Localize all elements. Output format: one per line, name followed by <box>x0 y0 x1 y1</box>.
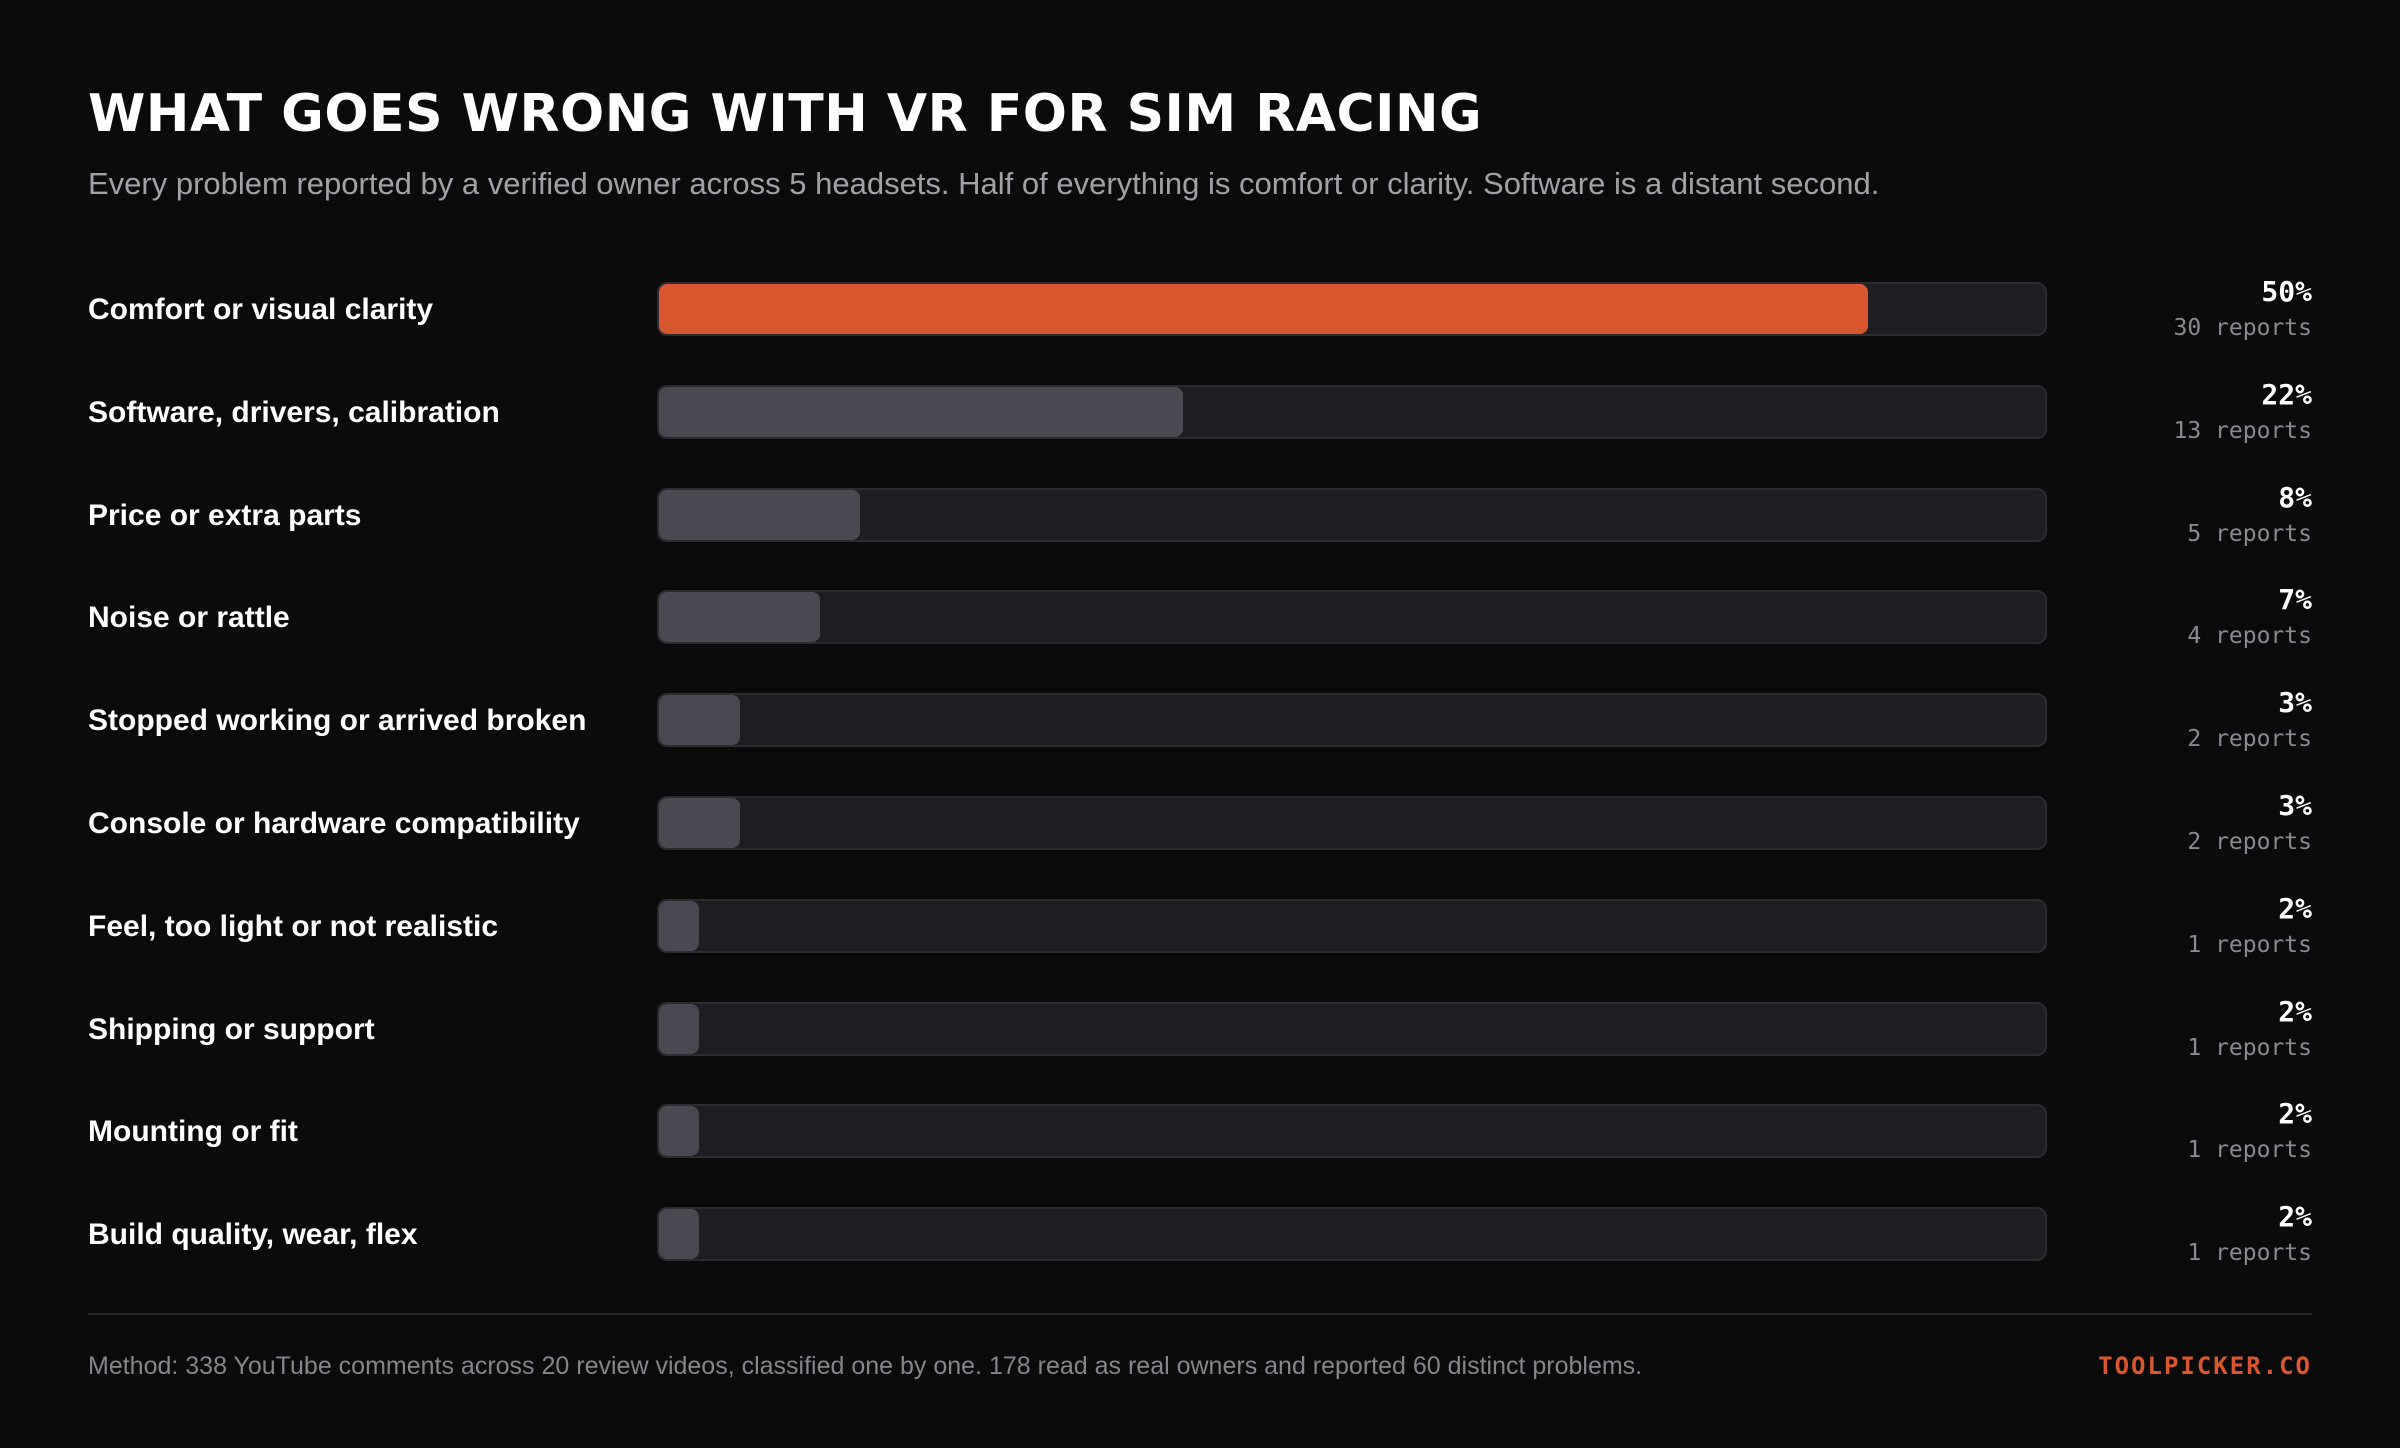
count-label: 2 reports <box>2187 829 2312 855</box>
chart-row: Price or extra parts 8% 5 reports <box>0 479 2400 581</box>
percent-label: 8% <box>2278 480 2312 514</box>
chart-row: Shipping or support 2% 1 reports <box>0 993 2400 1095</box>
chart-row: Build quality, wear, flex 2% 1 reports <box>0 1198 2400 1300</box>
method-note: Method: 338 YouTube comments across 20 r… <box>88 1352 1643 1380</box>
bar-track <box>657 487 2047 542</box>
bar <box>659 489 861 540</box>
percent-label: 22% <box>2261 377 2312 411</box>
count-label: 5 reports <box>2187 520 2312 547</box>
bar-track <box>657 282 2047 336</box>
bar-track <box>657 898 2047 953</box>
count-label: 4 reports <box>2187 623 2312 650</box>
bar-track <box>657 590 2047 645</box>
bar <box>659 1003 700 1054</box>
category-label: Feel, too light or not realistic <box>88 909 499 943</box>
percent-label: 2% <box>2278 1097 2312 1131</box>
percent-label: 2% <box>2278 1200 2312 1234</box>
chart-row: Noise or rattle 7% 4 reports <box>0 581 2400 683</box>
bar-track <box>657 1001 2047 1056</box>
percent-label: 2% <box>2278 891 2312 925</box>
bar <box>659 900 700 951</box>
count-label: 1 reports <box>2187 1137 2312 1164</box>
bar <box>659 695 740 746</box>
page-subtitle: Every problem reported by a verified own… <box>88 166 1880 201</box>
chart-row: Software, drivers, calibration 22% 13 repo… <box>0 376 2400 478</box>
category-label: Shipping or support <box>88 1012 375 1046</box>
category-label: Noise or rattle <box>88 601 290 635</box>
chart-row: Feel, too light or not realistic 2% 1 repo… <box>0 890 2400 992</box>
count-label: 13 reports <box>2173 417 2312 444</box>
count-label: 30 reports <box>2173 315 2312 341</box>
percent-label: 50% <box>2261 275 2312 308</box>
footer-divider <box>88 1313 2312 1315</box>
category-label: Console or hardware compatibility <box>88 807 580 840</box>
category-label: Price or extra parts <box>88 498 362 532</box>
category-label: Stopped working or arrived broken <box>88 704 587 738</box>
bar-track <box>657 1207 2047 1262</box>
chart-row: Stopped working or arrived broken 3% 2 rep… <box>0 684 2400 786</box>
page-title: WHAT GOES WRONG WITH VR FOR SIM RACING <box>88 84 1483 144</box>
chart-row: Comfort or visual clarity 50% 30 reports <box>0 273 2400 375</box>
count-label: 1 reports <box>2187 1240 2312 1267</box>
bar <box>659 798 740 848</box>
category-label: Comfort or visual clarity <box>88 293 434 326</box>
percent-label: 2% <box>2278 994 2312 1028</box>
bar <box>659 592 821 643</box>
bar-track <box>657 1104 2047 1159</box>
category-label: Mounting or fit <box>88 1115 298 1149</box>
chart-row: Console or hardware compatibility 3% 2 rep… <box>0 787 2400 889</box>
bar <box>659 1209 700 1260</box>
count-label: 1 reports <box>2187 1034 2312 1061</box>
bar <box>659 284 1868 334</box>
count-label: 2 reports <box>2187 726 2312 753</box>
chart-row: Mounting or fit 2% 1 reports <box>0 1095 2400 1197</box>
percent-label: 3% <box>2278 789 2312 822</box>
brand-link[interactable]: TOOLPICKER.CO <box>2098 1352 2312 1380</box>
bar <box>659 1106 700 1157</box>
bar <box>659 386 1183 437</box>
bar-track <box>657 796 2047 850</box>
bar-chart: Comfort or visual clarity 50% 30 reports So… <box>0 273 2400 1300</box>
percent-label: 7% <box>2278 583 2312 617</box>
count-label: 1 reports <box>2187 931 2312 958</box>
category-label: Build quality, wear, flex <box>88 1218 418 1252</box>
bar-track <box>657 384 2047 439</box>
bar-track <box>657 693 2047 748</box>
percent-label: 3% <box>2278 686 2312 720</box>
category-label: Software, drivers, calibration <box>88 395 500 429</box>
